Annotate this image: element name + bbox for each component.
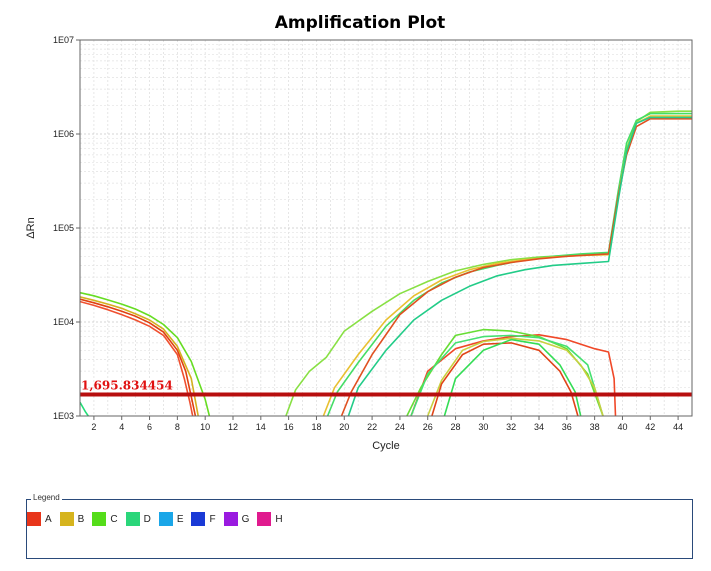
x-tick-label: 10 <box>200 422 210 432</box>
x-tick-label: 8 <box>175 422 180 432</box>
series-line-11 <box>410 334 617 416</box>
x-tick-label: 16 <box>284 422 294 432</box>
legend-item: H <box>257 512 283 526</box>
x-tick-label: 26 <box>423 422 433 432</box>
legend-label: B <box>77 513 85 525</box>
grid <box>79 40 693 417</box>
x-tick-label: 30 <box>478 422 488 432</box>
threshold: 1,695.834454 <box>80 378 692 397</box>
x-tick-label: 4 <box>119 422 124 432</box>
chart-title: Amplification Plot <box>275 13 446 33</box>
y-tick-label: 1E03 <box>53 411 74 421</box>
legend-label: A <box>45 513 52 525</box>
series-line-15 <box>431 342 579 416</box>
series-line-1 <box>80 298 197 416</box>
x-tick-label: 44 <box>673 422 683 432</box>
legend-item: E <box>158 512 184 526</box>
threshold-label: 1,695.834454 <box>81 378 173 392</box>
x-tick-label: 2 <box>91 422 96 432</box>
x-tick-label: 28 <box>451 422 461 432</box>
legend-label: G <box>241 513 250 525</box>
series-line-5 <box>80 401 89 416</box>
series-line-10 <box>347 116 692 416</box>
legend-title: Legend <box>31 493 62 502</box>
legend-swatch <box>223 512 238 526</box>
x-tick-label: 22 <box>367 422 377 432</box>
legend-item: F <box>191 512 216 526</box>
x-tick-label: 34 <box>534 422 544 432</box>
y-tick-label: 1E05 <box>53 223 74 233</box>
legend-label: F <box>209 513 216 525</box>
x-axis-ticks: 2 4 6 8 10 12 14 16 18 20 22 24 26 28 30 32 34 36 38 40 42 44 <box>91 416 683 432</box>
x-tick-label: 40 <box>617 422 627 432</box>
y-axis-ticks: 1E03 1E04 1E05 1E06 1E07 <box>53 35 80 421</box>
amplification-chart: Amplification Plot 2 4 6 8 10 12 14 16 18 20 22 24 2… <box>25 13 693 452</box>
y-axis-label: ΔRn <box>25 217 37 238</box>
legend-swatch <box>158 512 173 526</box>
legend-swatch <box>27 512 41 526</box>
plot-border <box>79 39 693 417</box>
x-tick-label: 12 <box>228 422 238 432</box>
legend-label: D <box>143 513 151 525</box>
series-line-16 <box>443 338 582 416</box>
x-axis-label: Cycle <box>372 440 400 452</box>
legend-swatch <box>92 512 107 526</box>
x-tick-label: 18 <box>311 422 321 432</box>
y-tick-label: 1E07 <box>53 35 74 45</box>
x-tick-label: 24 <box>395 422 405 432</box>
x-tick-label: 36 <box>562 422 572 432</box>
legend-item: A <box>27 512 52 526</box>
series-line-4 <box>80 291 211 416</box>
series-line-13 <box>410 334 604 416</box>
legend-items: A B C D E F G H <box>27 512 291 526</box>
x-tick-label: 32 <box>506 422 516 432</box>
legend-swatch <box>191 512 206 526</box>
series-line-14 <box>426 337 604 416</box>
series-lines <box>80 110 692 416</box>
x-tick-label: 38 <box>590 422 600 432</box>
legend-swatch <box>59 512 74 526</box>
x-tick-label: 14 <box>256 422 266 432</box>
legend-item: G <box>223 512 250 526</box>
legend-item: B <box>59 512 85 526</box>
series-line-9 <box>340 118 692 416</box>
series-line-3 <box>80 296 199 416</box>
x-tick-label: 20 <box>339 422 349 432</box>
legend-label: C <box>110 513 118 525</box>
legend: Legend A B C D E F G H <box>26 493 693 559</box>
y-tick-label: 1E04 <box>53 317 74 327</box>
x-tick-label: 42 <box>645 422 655 432</box>
legend-item: C <box>92 512 118 526</box>
legend-label: H <box>275 513 283 525</box>
legend-swatch <box>125 512 140 526</box>
legend-item: D <box>125 512 151 526</box>
y-tick-label: 1E06 <box>53 129 74 139</box>
legend-label: E <box>176 513 184 525</box>
x-tick-label: 6 <box>147 422 152 432</box>
series-line-2 <box>80 300 194 416</box>
legend-swatch <box>257 512 272 526</box>
